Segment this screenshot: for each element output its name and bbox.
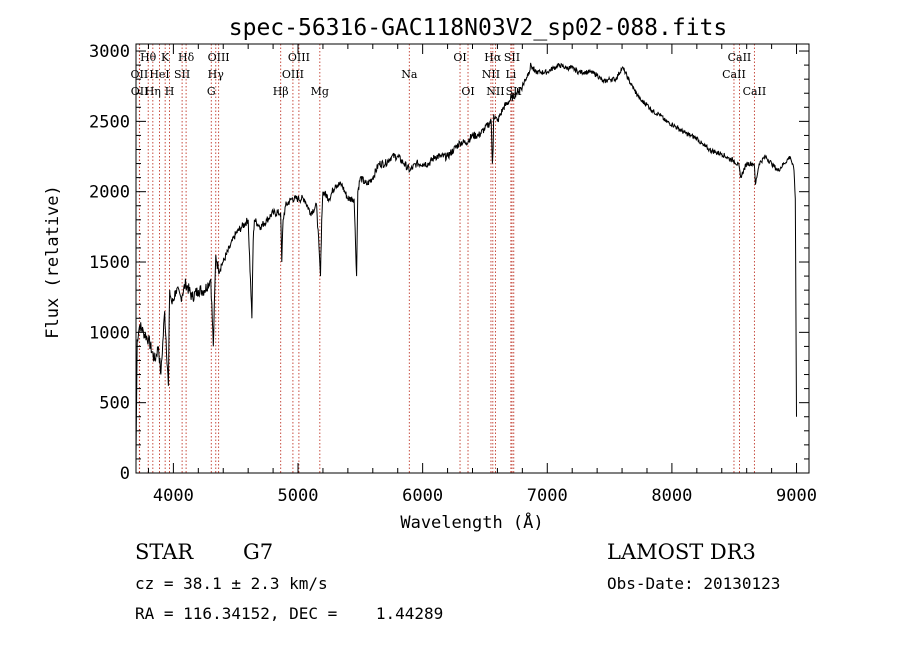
spectral-line-label: SII: [504, 51, 520, 64]
spectral-line-label: Hη: [145, 85, 161, 98]
spectral-line-label: G: [207, 85, 216, 98]
spectral-line-label: Hθ: [140, 51, 157, 64]
spectral-line-label: OI: [461, 85, 474, 98]
coordinates-readout: RA = 116.34152, DEC = 1.44289: [135, 604, 443, 623]
spectral-line-label: Hβ: [273, 85, 289, 98]
y-tick-label: 1500: [89, 253, 130, 273]
object-subclass: G7: [243, 540, 273, 564]
spectral-line-label: K: [161, 51, 170, 64]
spectral-line-label: NII: [482, 68, 500, 81]
spectral-line-label: OIII: [208, 51, 230, 64]
spectral-line-label: OIII: [288, 51, 310, 64]
y-tick-label: 2500: [89, 112, 130, 132]
spectral-line-markers: [138, 44, 755, 473]
spectral-line-label: OIII: [282, 68, 304, 81]
spectral-line-label: Li: [505, 68, 516, 81]
plot-frame: [135, 43, 810, 474]
x-tick-label: 8000: [651, 486, 692, 506]
x-tick-label: 7000: [527, 486, 568, 506]
survey-name: LAMOST DR3: [607, 540, 756, 564]
y-tick-label: 500: [99, 394, 130, 414]
y-tick-label: 1000: [89, 323, 130, 343]
redshift-readout: cz = 38.1 ± 2.3 km/s: [135, 574, 328, 593]
spectral-line-label: OII: [131, 68, 149, 81]
spectral-line-label: Na: [401, 68, 418, 81]
spectral-line-label: Hδ: [178, 51, 195, 64]
chart-title: spec-56316-GAC118N03V2_sp02-088.fits: [229, 15, 728, 41]
x-tick-label: 5000: [278, 486, 319, 506]
y-tick-label: 0: [120, 464, 130, 484]
y-axis-label: Flux (relative): [43, 185, 63, 339]
spectral-line-label: CaII: [743, 85, 767, 98]
series-line-flux: [135, 62, 797, 459]
series-layer: [135, 62, 797, 459]
x-tick-label: 6000: [402, 486, 443, 506]
spectral-line-label: Hα: [484, 51, 502, 64]
spectral-line-label: SII: [174, 68, 190, 81]
spectral-line-label: OI: [453, 51, 466, 64]
object-class: STAR: [135, 540, 194, 564]
x-tick-label: 9000: [776, 486, 817, 506]
spectral-line-label: HeI: [149, 68, 169, 81]
y-tick-label: 2000: [89, 183, 130, 203]
spectral-line-label: Mg: [311, 85, 329, 98]
axis-layer: 4000 5000 6000 7000 8000 9000 0 500 1000 1500 2000…: [89, 42, 817, 506]
x-tick-label: 4000: [153, 486, 194, 506]
spectral-line-label: NII: [486, 85, 504, 98]
y-tick-label: 3000: [89, 42, 130, 62]
spectral-line-label: CaII: [722, 68, 746, 81]
spectral-line-label: Hγ: [208, 68, 225, 81]
spectral-line-label: H: [165, 85, 175, 98]
x-axis-label: Wavelength (Å): [400, 511, 543, 533]
observation-date: Obs-Date: 20130123: [607, 574, 780, 593]
spectral-line-label: CaII: [728, 51, 752, 64]
spectral-line-label: OII: [131, 85, 149, 98]
